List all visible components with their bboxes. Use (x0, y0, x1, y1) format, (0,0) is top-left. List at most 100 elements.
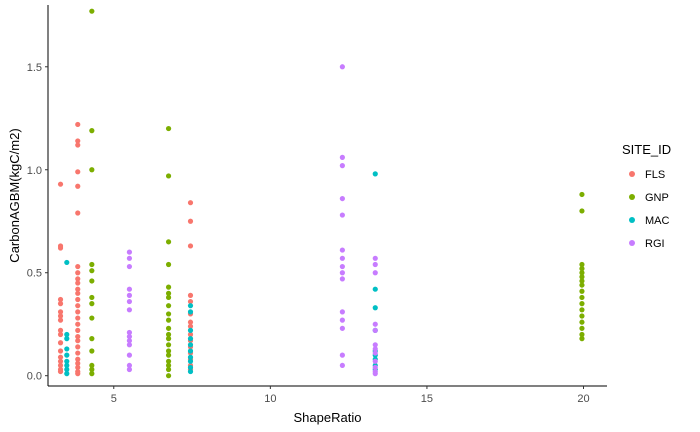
point-fls-39 (75, 356, 81, 362)
x-axis-title: ShapeRatio (294, 410, 362, 425)
legend-item-rgi: RGI (629, 238, 665, 250)
point-gnp-15 (165, 173, 172, 179)
legend-item-fls: FLS (629, 169, 665, 181)
legend: SITE_ID FLS GNP MAC RGI (622, 142, 671, 250)
point-rgi-10 (126, 342, 133, 348)
point-fls-37 (75, 344, 81, 350)
point-fls-23 (75, 263, 81, 270)
series-rgi (126, 64, 378, 377)
point-fls-18 (75, 138, 81, 144)
point-rgi-27 (339, 352, 345, 358)
point-fls-5 (57, 309, 64, 315)
point-rgi-6 (126, 307, 133, 313)
point-gnp-29 (165, 352, 172, 358)
point-rgi-26 (339, 325, 345, 331)
legend-key-gnp (629, 194, 635, 200)
legend-item-mac: MAC (629, 215, 670, 227)
point-fls-48 (187, 298, 194, 305)
point-mac-7 (64, 366, 70, 373)
point-rgi-34 (372, 342, 378, 348)
point-rgi-30 (372, 261, 378, 268)
legend-label-mac: MAC (645, 215, 670, 227)
point-mac-17 (187, 364, 194, 371)
point-mac-4 (64, 352, 70, 358)
point-fls-29 (75, 296, 81, 303)
point-mac-2 (64, 336, 70, 342)
x-tick-label-0: 5 (111, 393, 117, 405)
point-fls-19 (75, 142, 81, 148)
legend-label-gnp: GNP (645, 192, 669, 204)
point-gnp-20 (165, 294, 172, 301)
point-fls-35 (75, 333, 81, 340)
point-mac-6 (64, 362, 70, 369)
point-gnp-12 (89, 366, 95, 373)
point-gnp-33 (165, 373, 172, 379)
point-gnp-43 (579, 294, 585, 301)
point-mac-10 (187, 309, 194, 315)
point-fls-41 (75, 364, 81, 371)
point-rgi-24 (339, 309, 345, 315)
point-fls-28 (75, 290, 81, 296)
legend-label-rgi: RGI (645, 238, 665, 250)
x-tick-label-2: 15 (421, 393, 433, 405)
point-gnp-4 (89, 268, 95, 274)
point-mac-0 (64, 259, 70, 266)
point-gnp-45 (579, 307, 585, 313)
legend-key-mac (629, 217, 635, 223)
point-gnp-42 (579, 288, 585, 294)
point-gnp-47 (579, 319, 585, 325)
point-rgi-20 (339, 255, 345, 261)
point-rgi-16 (339, 163, 345, 169)
legend-items: FLS GNP MAC RGI (629, 169, 670, 250)
point-gnp-17 (165, 261, 172, 268)
point-rgi-2 (126, 263, 133, 270)
point-fls-20 (75, 169, 81, 175)
point-gnp-44 (579, 301, 585, 307)
point-rgi-37 (372, 358, 378, 364)
y-tick-label-0: 0.0 (27, 371, 42, 383)
point-rgi-1 (126, 255, 133, 261)
point-rgi-8 (126, 333, 133, 340)
point-rgi-9 (126, 338, 133, 344)
y-tick-label-3: 1.5 (27, 62, 42, 74)
point-gnp-35 (579, 208, 585, 214)
point-fls-16 (57, 368, 64, 375)
legend-item-gnp: GNP (629, 192, 669, 204)
point-gnp-50 (579, 336, 585, 342)
point-gnp-3 (89, 261, 95, 268)
point-mac-20 (372, 286, 378, 292)
x-axis-ticks: 5 10 15 20 (111, 386, 590, 405)
point-rgi-36 (372, 350, 378, 356)
y-axis-ticks: 0.0 0.5 1.0 1.5 (27, 62, 48, 383)
point-gnp-26 (165, 336, 172, 342)
y-tick-label-1: 0.5 (27, 268, 42, 280)
point-fls-13 (57, 358, 64, 364)
point-gnp-28 (165, 348, 172, 354)
point-fls-12 (57, 354, 64, 360)
point-mac-1 (64, 331, 70, 338)
point-gnp-8 (89, 315, 95, 321)
point-gnp-19 (165, 290, 172, 296)
point-gnp-39 (579, 274, 585, 280)
point-gnp-7 (89, 301, 95, 307)
point-fls-22 (75, 210, 81, 216)
point-fls-36 (75, 338, 81, 344)
point-fls-50 (187, 319, 194, 325)
point-rgi-11 (126, 352, 133, 358)
point-gnp-9 (89, 336, 95, 342)
point-mac-5 (64, 358, 70, 364)
point-gnp-25 (165, 331, 172, 338)
point-mac-9 (187, 303, 194, 309)
point-gnp-24 (165, 325, 172, 331)
point-mac-18 (187, 368, 194, 375)
point-rgi-29 (372, 255, 378, 261)
point-fls-47 (187, 292, 194, 298)
point-fls-32 (75, 315, 81, 321)
point-gnp-13 (89, 371, 95, 377)
point-rgi-12 (126, 362, 133, 369)
x-tick-label-1: 10 (264, 393, 276, 405)
point-gnp-10 (89, 348, 95, 354)
point-gnp-6 (89, 294, 95, 301)
point-fls-43 (75, 371, 81, 377)
point-gnp-31 (165, 362, 172, 369)
